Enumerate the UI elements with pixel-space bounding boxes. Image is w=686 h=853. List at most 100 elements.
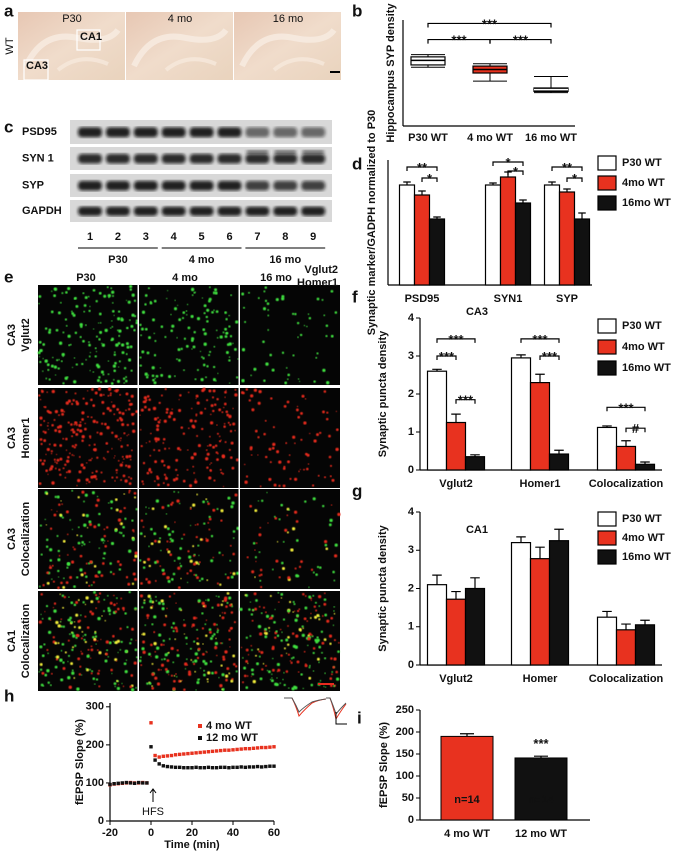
puncta: [94, 683, 96, 685]
puncta: [250, 374, 252, 377]
puncta: [143, 601, 146, 605]
puncta: [196, 435, 199, 437]
puncta: [166, 297, 168, 300]
puncta: [56, 426, 60, 429]
puncta: [135, 656, 138, 659]
puncta: [101, 615, 103, 617]
puncta: [42, 430, 45, 433]
puncta: [223, 406, 225, 409]
legend-marker: [198, 736, 202, 740]
puncta: [115, 476, 118, 479]
puncta: [267, 329, 270, 331]
puncta: [139, 559, 142, 562]
point: [260, 765, 264, 769]
puncta: [164, 476, 168, 480]
puncta: [95, 504, 99, 507]
puncta: [71, 445, 75, 448]
puncta: [46, 669, 50, 673]
significance-label: ***: [482, 16, 498, 31]
puncta: [105, 442, 109, 445]
puncta: [75, 432, 79, 436]
puncta: [68, 344, 71, 347]
puncta: [88, 435, 92, 438]
puncta: [286, 643, 290, 646]
puncta: [241, 348, 246, 352]
puncta: [174, 375, 176, 377]
puncta: [223, 402, 227, 406]
puncta: [194, 659, 198, 663]
puncta: [293, 603, 296, 606]
puncta: [111, 309, 115, 313]
puncta: [294, 567, 297, 570]
puncta: [80, 674, 83, 676]
puncta: [105, 640, 109, 644]
puncta: [141, 310, 146, 314]
lane-number: 2: [115, 231, 121, 243]
puncta: [202, 652, 205, 656]
puncta: [193, 640, 196, 643]
puncta: [232, 552, 235, 556]
puncta: [194, 478, 197, 481]
column-label: P30: [76, 272, 96, 284]
puncta: [322, 368, 326, 373]
significance-label: *: [513, 164, 519, 179]
puncta: [240, 391, 244, 395]
puncta: [333, 554, 338, 558]
point: [214, 766, 219, 770]
legend-swatch: [597, 195, 617, 211]
puncta: [225, 318, 228, 321]
puncta: [245, 388, 249, 391]
puncta: [77, 478, 81, 483]
puncta: [187, 391, 190, 394]
puncta: [287, 609, 290, 613]
puncta: [119, 509, 123, 513]
puncta: [176, 337, 178, 339]
puncta: [201, 612, 204, 615]
puncta: [57, 311, 61, 315]
puncta: [243, 306, 245, 309]
legend-swatch: [597, 530, 617, 546]
x-tick-label: 4 mo WT: [444, 828, 490, 840]
puncta: [128, 476, 130, 478]
blot-label: PSD95: [22, 126, 57, 138]
puncta: [45, 377, 48, 380]
point: [251, 765, 256, 769]
puncta: [259, 677, 263, 681]
puncta: [60, 500, 62, 502]
puncta: [179, 394, 182, 397]
puncta: [206, 320, 209, 323]
puncta: [75, 304, 79, 308]
puncta: [104, 620, 106, 622]
lane-number: 6: [226, 231, 232, 243]
puncta: [110, 541, 115, 546]
puncta: [61, 594, 65, 598]
puncta: [324, 543, 328, 547]
puncta: [131, 538, 135, 542]
puncta: [65, 449, 68, 451]
blot-band: [78, 153, 102, 164]
puncta: [216, 631, 219, 634]
y-tick-label: 300: [86, 701, 104, 713]
bar: [615, 629, 637, 666]
puncta: [107, 608, 112, 613]
puncta: [201, 601, 205, 606]
puncta: [173, 560, 176, 562]
puncta: [106, 649, 109, 652]
puncta: [45, 524, 47, 526]
x-tick-label: 4 mo WT: [467, 132, 513, 144]
puncta: [163, 657, 166, 661]
puncta: [125, 342, 129, 346]
puncta: [329, 518, 333, 523]
puncta: [209, 469, 212, 472]
puncta: [153, 641, 157, 646]
puncta: [316, 636, 319, 639]
puncta: [58, 468, 61, 471]
puncta: [333, 579, 336, 582]
puncta: [314, 615, 318, 619]
puncta: [61, 412, 65, 416]
puncta: [73, 297, 76, 300]
puncta: [134, 648, 138, 652]
puncta: [249, 635, 252, 637]
puncta: [109, 392, 112, 395]
y-tick-label: 0: [408, 464, 414, 476]
